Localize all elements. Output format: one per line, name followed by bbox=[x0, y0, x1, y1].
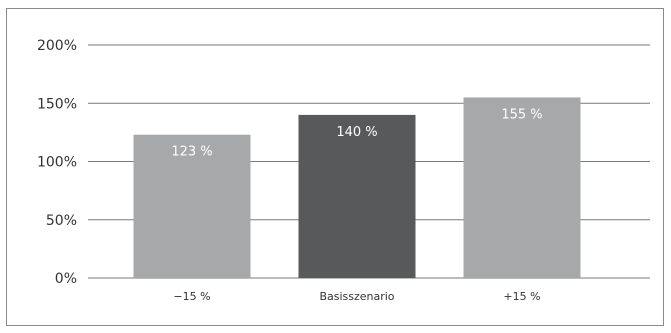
y-tick-label-50: 50% bbox=[46, 213, 77, 229]
bar-2 bbox=[463, 97, 581, 278]
x-axis-category-labels: −15 % Basisszenario +15 % bbox=[173, 290, 540, 303]
bar-1 bbox=[298, 114, 416, 279]
bars: 123 % 140 % 155 % bbox=[133, 97, 581, 279]
data-label-1: 140 % bbox=[336, 125, 377, 140]
y-tick-label-200: 200% bbox=[37, 38, 77, 54]
category-label-1: Basisszenario bbox=[319, 290, 394, 303]
category-label-2: +15 % bbox=[503, 290, 540, 303]
y-tick-label-0: 0% bbox=[55, 271, 77, 287]
data-label-0: 123 % bbox=[171, 145, 212, 160]
bar-0 bbox=[133, 134, 251, 278]
y-axis-tick-labels: 0% 50% 100% 150% 200% bbox=[37, 38, 77, 287]
category-label-0: −15 % bbox=[173, 290, 210, 303]
y-tick-label-150: 150% bbox=[37, 96, 77, 112]
data-label-2: 155 % bbox=[501, 107, 542, 122]
y-tick-label-100: 100% bbox=[37, 155, 77, 171]
